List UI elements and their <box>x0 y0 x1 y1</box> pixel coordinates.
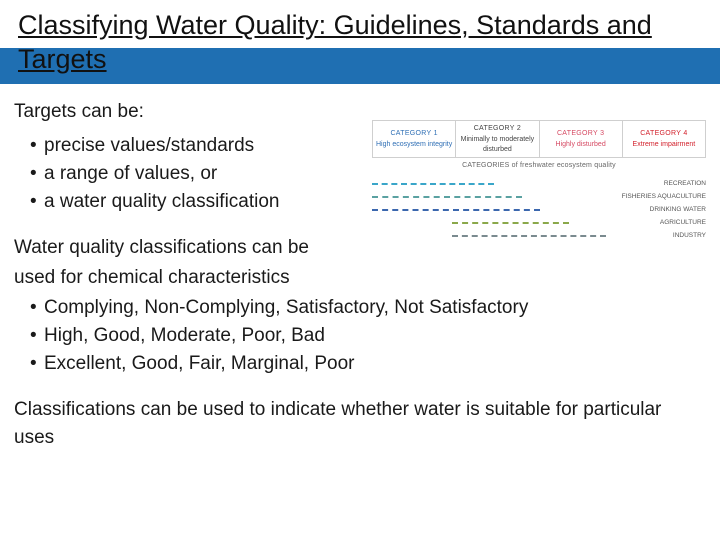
category-desc: Highly disturbed <box>542 140 620 150</box>
use-line: INDUSTRY <box>372 231 706 241</box>
use-line: RECREATION <box>372 179 706 189</box>
category-number: CATEGORY 3 <box>542 129 620 139</box>
use-dash-agriculture <box>452 222 569 224</box>
use-label: FISHERIES AQUACULTURE <box>606 192 706 202</box>
category-number: CATEGORY 2 <box>458 124 536 134</box>
para-classifications-2: used for chemical characteristics <box>14 264 706 292</box>
bullet-item: Excellent, Good, Fair, Marginal, Poor <box>30 350 706 378</box>
slide-title: Classifying Water Quality: Guidelines, S… <box>18 8 708 76</box>
category-cell-4: CATEGORY 4 Extreme impairment <box>623 121 705 157</box>
categories-diagram: CATEGORY 1 High ecosystem integrity CATE… <box>372 120 706 246</box>
bullets-classifications: Complying, Non-Complying, Satisfactory, … <box>14 294 706 378</box>
category-caption: CATEGORIES of freshwater ecosystem quali… <box>372 161 706 171</box>
para-suitability: Classifications can be used to indicate … <box>14 396 706 452</box>
use-dash-recreation <box>372 183 494 185</box>
category-cell-1: CATEGORY 1 High ecosystem integrity <box>373 121 456 157</box>
use-dash-fisheries <box>372 196 522 198</box>
category-number: CATEGORY 1 <box>375 129 453 139</box>
bullet-item: Complying, Non-Complying, Satisfactory, … <box>30 294 706 322</box>
category-desc: High ecosystem integrity <box>375 140 453 150</box>
category-desc: Minimally to moderately disturbed <box>458 135 536 155</box>
category-row: CATEGORY 1 High ecosystem integrity CATE… <box>372 120 706 158</box>
use-label: RECREATION <box>606 179 706 189</box>
use-label: AGRICULTURE <box>606 218 706 228</box>
category-cell-2: CATEGORY 2 Minimally to moderately distu… <box>456 121 539 157</box>
category-desc: Extreme impairment <box>625 140 703 150</box>
bullet-item: High, Good, Moderate, Poor, Bad <box>30 322 706 350</box>
use-label: INDUSTRY <box>606 231 706 241</box>
use-line: AGRICULTURE <box>372 218 706 228</box>
use-line: FISHERIES AQUACULTURE <box>372 192 706 202</box>
category-cell-3: CATEGORY 3 Highly disturbed <box>540 121 623 157</box>
use-dash-industry <box>452 235 606 237</box>
category-number: CATEGORY 4 <box>625 129 703 139</box>
uses-block: RECREATION FISHERIES AQUACULTURE DRINKIN… <box>372 179 706 241</box>
use-dash-drinking <box>372 209 540 211</box>
use-label: DRINKING WATER <box>606 205 706 215</box>
use-line: DRINKING WATER <box>372 205 706 215</box>
